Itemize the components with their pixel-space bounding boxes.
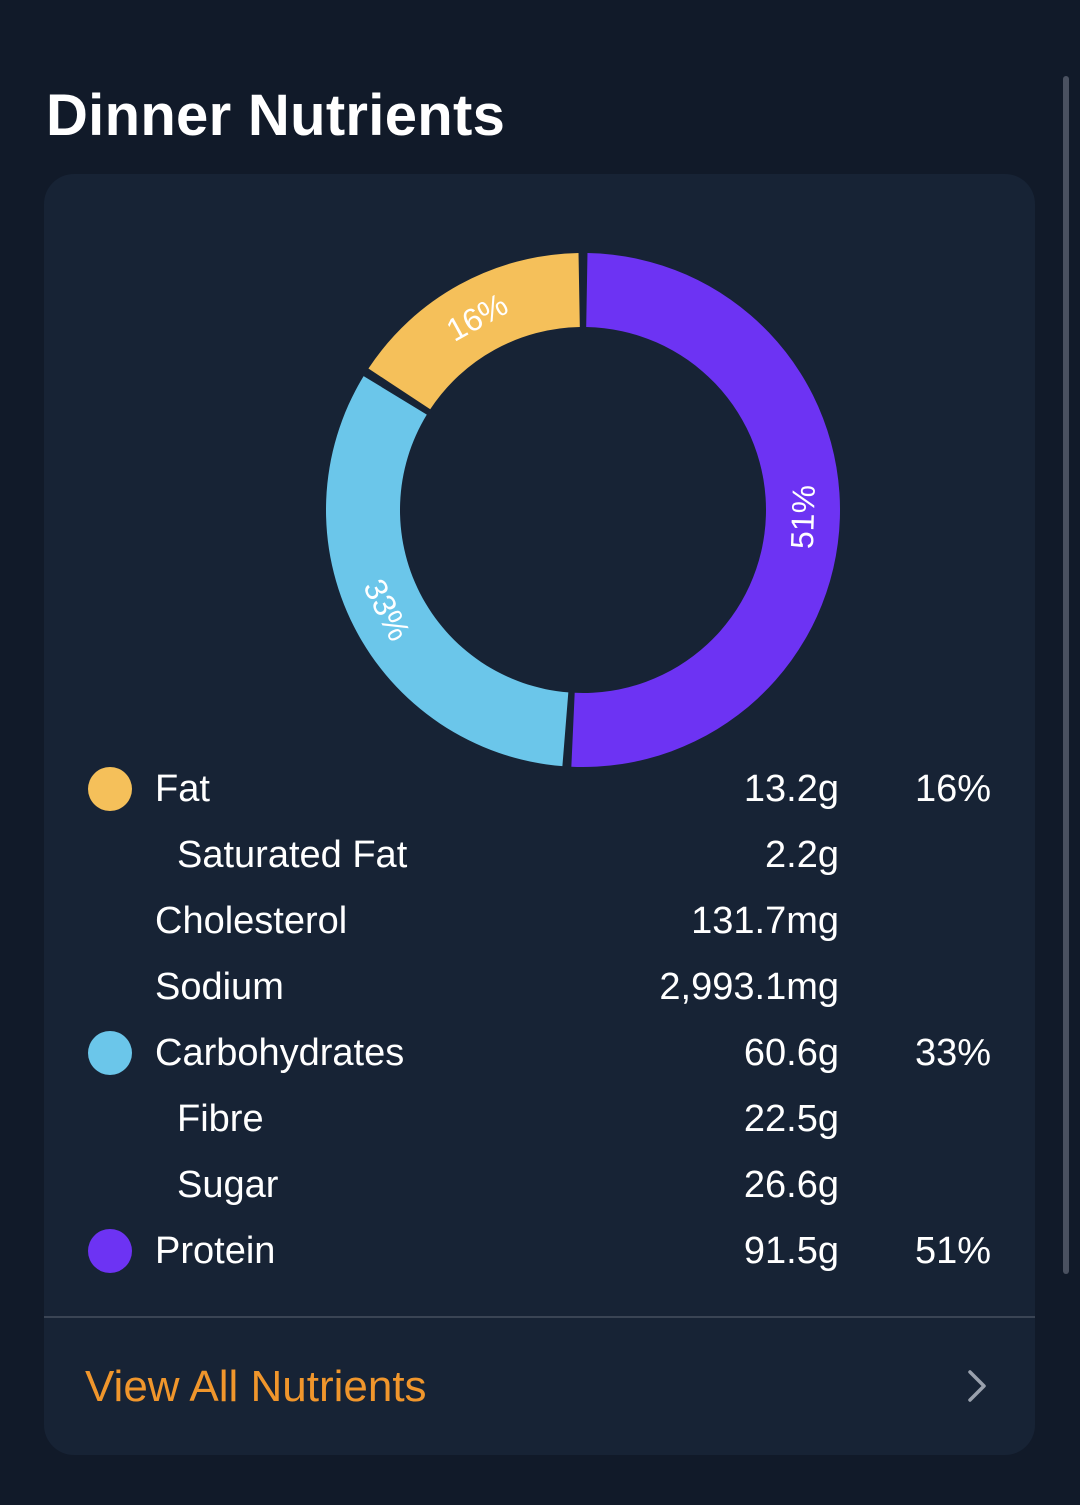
nutrient-amount: 2.2g bbox=[765, 834, 839, 876]
nutrient-percent: 16% bbox=[914, 768, 991, 810]
nutrient-amount: 26.6g bbox=[743, 1164, 839, 1206]
nutrient-row-sodium: Sodium 2,993.1mg bbox=[44, 954, 1035, 1020]
scrollbar[interactable] bbox=[1063, 76, 1069, 1274]
nutrient-row-sugar: Sugar 26.6g bbox=[44, 1152, 1035, 1218]
nutrient-label: Fibre bbox=[177, 1098, 264, 1140]
nutrient-label: Protein bbox=[155, 1230, 276, 1272]
view-all-nutrients-button[interactable]: View All Nutrients bbox=[44, 1318, 1035, 1455]
nutrient-amount: 91.5g bbox=[743, 1230, 839, 1272]
nutrient-label: Sodium bbox=[155, 966, 284, 1008]
view-all-nutrients-label: View All Nutrients bbox=[85, 1362, 427, 1411]
nutrient-row-cholesterol: Cholesterol 131.7mg bbox=[44, 888, 1035, 954]
nutrient-label: Cholesterol bbox=[155, 900, 348, 942]
nutrient-label: Carbohydrates bbox=[155, 1032, 405, 1074]
nutrient-row-fat: Fat 13.2g 16% bbox=[44, 756, 1035, 822]
nutrient-row-saturated-fat: Saturated Fat 2.2g bbox=[44, 822, 1035, 888]
chevron-right-icon bbox=[968, 1370, 986, 1402]
protein-color-dot bbox=[88, 1229, 132, 1273]
nutrient-amount: 60.6g bbox=[743, 1032, 839, 1074]
nutrient-row-carbohydrates: Carbohydrates 60.6g 33% bbox=[44, 1020, 1035, 1086]
donut-segment-protein bbox=[571, 253, 840, 767]
macronutrient-donut-chart: 51%33%16% bbox=[326, 253, 840, 767]
nutrient-label: Saturated Fat bbox=[177, 834, 408, 876]
nutrient-amount: 22.5g bbox=[743, 1098, 839, 1140]
nutrient-label: Fat bbox=[155, 768, 210, 810]
fat-color-dot bbox=[88, 767, 132, 811]
divider bbox=[44, 1316, 1035, 1318]
nutrients-card: 51% 33% 16% Fat 13.2g 16% Saturated Fat 2.… bbox=[44, 174, 1035, 1455]
donut-segment-carbohydrates bbox=[326, 376, 569, 767]
nutrient-row-protein: Protein 91.5g 51% bbox=[44, 1218, 1035, 1284]
nutrient-label: Sugar bbox=[177, 1164, 279, 1206]
nutrient-amount: 131.7mg bbox=[691, 900, 839, 942]
nutrient-percent: 51% bbox=[914, 1230, 991, 1272]
nutrient-percent: 33% bbox=[914, 1032, 991, 1074]
donut-segment-fat bbox=[368, 253, 580, 410]
carbohydrates-color-dot bbox=[88, 1031, 132, 1075]
nutrient-row-fibre: Fibre 22.5g bbox=[44, 1086, 1035, 1152]
nutrient-amount: 2,993.1mg bbox=[659, 966, 839, 1008]
page-title: Dinner Nutrients bbox=[46, 83, 506, 148]
donut-label-protein: 51% bbox=[784, 484, 822, 549]
nutrient-amount: 13.2g bbox=[743, 768, 839, 810]
